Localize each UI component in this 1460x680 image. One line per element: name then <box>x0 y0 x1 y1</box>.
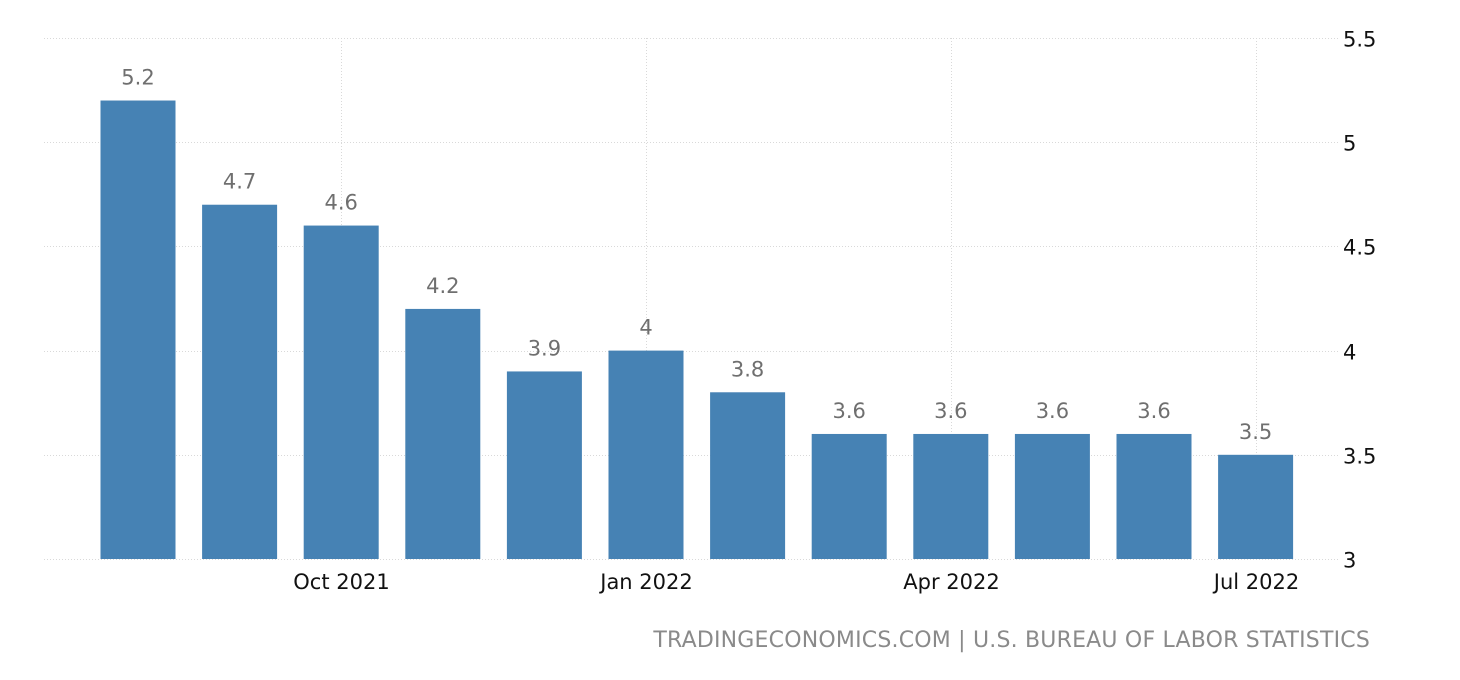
bar <box>608 350 684 559</box>
bar <box>811 433 887 559</box>
data-label: 3.6 <box>1036 399 1069 423</box>
data-label: 3.6 <box>1137 399 1170 423</box>
data-label: 4.7 <box>223 170 256 194</box>
data-label: 4.6 <box>324 191 357 215</box>
x-tick-label: Apr 2022 <box>903 570 999 594</box>
y-tick-label: 4 <box>1343 341 1356 365</box>
data-label: 4.2 <box>426 274 459 298</box>
bar-chart: 5.2 4.7 4.6 4.2 3.9 4 3.8 3.6 3.6 3.6 3.6 3.5 3 3.5 4… <box>44 28 1376 594</box>
y-axis-ticks: 3 3.5 4 4.5 5 5.5 <box>1343 28 1376 573</box>
y-tick-label: 3 <box>1343 549 1356 573</box>
source-credit: TRADINGECONOMICS.COM | U.S. BUREAU OF LA… <box>653 628 1370 653</box>
bar <box>1116 433 1192 559</box>
data-label: 5.2 <box>121 66 154 90</box>
bar <box>100 100 176 560</box>
y-tick-label: 5.5 <box>1343 28 1376 52</box>
bar <box>913 433 989 559</box>
bar <box>506 371 582 559</box>
x-axis-ticks: Oct 2021 Jan 2022 Apr 2022 Jul 2022 <box>293 570 1299 594</box>
x-tick-label: Oct 2021 <box>293 570 389 594</box>
data-label: 3.8 <box>731 357 764 381</box>
bar <box>710 392 786 559</box>
y-tick-label: 5 <box>1343 132 1356 156</box>
bar <box>1218 454 1294 559</box>
bar <box>303 225 379 559</box>
bar <box>405 308 481 559</box>
data-label: 3.5 <box>1239 420 1272 444</box>
y-tick-label: 3.5 <box>1343 445 1376 469</box>
bars <box>100 100 1294 560</box>
data-label: 3.6 <box>934 399 967 423</box>
bar <box>1014 433 1090 559</box>
bar <box>202 204 278 559</box>
data-label: 3.6 <box>832 399 865 423</box>
x-tick-label: Jan 2022 <box>598 570 693 594</box>
data-label: 3.9 <box>528 336 561 360</box>
y-tick-label: 4.5 <box>1343 236 1376 260</box>
data-label: 4 <box>639 316 652 340</box>
x-tick-label: Jul 2022 <box>1212 570 1299 594</box>
data-labels: 5.2 4.7 4.6 4.2 3.9 4 3.8 3.6 3.6 3.6 3.6 3.5 <box>121 66 1272 444</box>
